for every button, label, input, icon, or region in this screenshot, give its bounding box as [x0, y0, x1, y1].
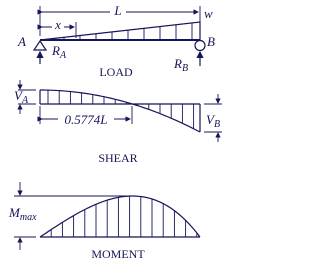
length-label: L: [113, 3, 121, 18]
shear-right-label: VB: [206, 112, 220, 130]
symbol: V: [14, 88, 24, 103]
label-bg: [58, 112, 114, 126]
beam-diagram: L x w A B RA RB LOAD VA VB 0.5774L SHEAR…: [8, 3, 222, 261]
symbol: R: [173, 56, 182, 71]
subscript: B: [182, 63, 188, 74]
symbol: R: [51, 43, 60, 58]
moment-max-label: Mmax: [8, 205, 37, 223]
support-right-label: B: [207, 34, 215, 49]
intensity-label: w: [204, 6, 213, 21]
label-bg: [110, 4, 126, 18]
reaction-left-label: RA: [51, 43, 67, 61]
label-bg: [8, 205, 38, 223]
hatching: [47, 22, 198, 237]
pin-support: [32, 39, 48, 51]
load-triangle: [39, 21, 201, 41]
subscript: A: [59, 50, 67, 61]
symbol: M: [8, 205, 21, 220]
zero-location-label: 0.5774L: [65, 112, 108, 127]
symbol: V: [206, 112, 216, 127]
subscript: A: [21, 95, 29, 106]
load-caption: LOAD: [99, 65, 133, 79]
reaction-right-label: RB: [173, 56, 188, 74]
label-bg: [52, 20, 64, 32]
support-left-label: A: [17, 34, 26, 49]
shear-curve: [39, 89, 201, 133]
roller-support: [194, 39, 206, 52]
subscript: max: [20, 212, 37, 223]
position-label: x: [54, 17, 61, 32]
subscript: B: [214, 119, 220, 130]
moment-caption: MOMENT: [91, 247, 145, 261]
moment-curve: [39, 195, 201, 238]
shear-caption: SHEAR: [98, 151, 137, 165]
shear-left-label: VA: [14, 88, 29, 106]
